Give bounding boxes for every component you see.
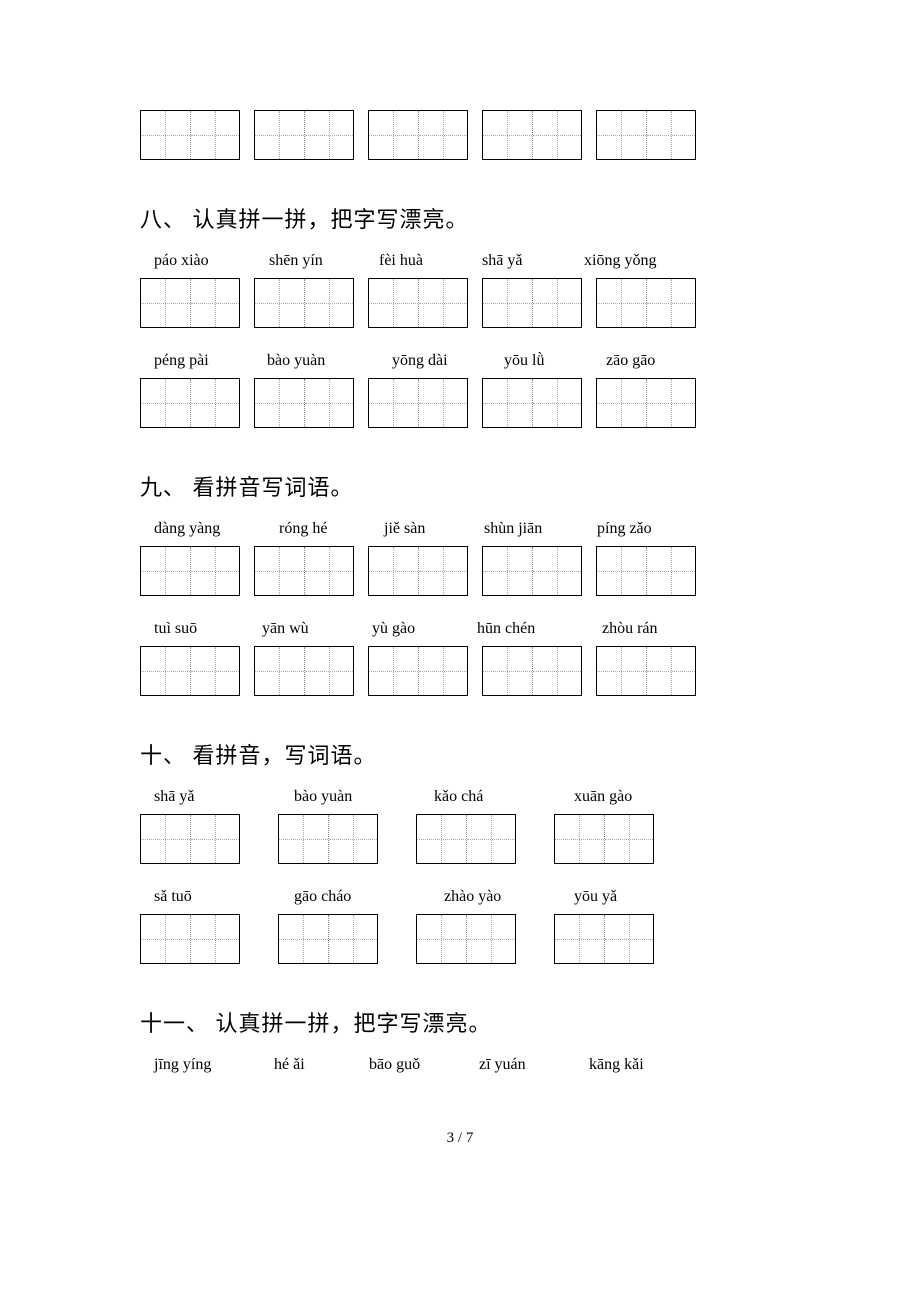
pinyin-label: zāo gāo xyxy=(606,352,655,370)
answer-box xyxy=(482,378,582,428)
answer-box xyxy=(254,646,354,696)
answer-box xyxy=(596,110,696,160)
pinyin-label: yān wù xyxy=(262,620,372,638)
page-number: 3 / 7 xyxy=(140,1130,780,1147)
answer-box xyxy=(554,814,654,864)
answer-box xyxy=(254,110,354,160)
pinyin-row: sǎ tuō gāo cháo zhào yào yōu yǎ xyxy=(140,888,780,906)
pinyin-label: dàng yàng xyxy=(154,520,279,538)
answer-box xyxy=(368,110,468,160)
answer-box-row xyxy=(140,110,780,160)
answer-box-row xyxy=(140,914,780,964)
section-heading-8: 八、 认真拼一拼，把字写漂亮。 xyxy=(140,202,780,234)
answer-box xyxy=(368,546,468,596)
answer-box-row xyxy=(140,378,780,428)
pinyin-label: zhào yào xyxy=(444,888,574,906)
pinyin-label: yōng dài xyxy=(392,352,504,370)
answer-box xyxy=(596,378,696,428)
pinyin-label: bāo guǒ xyxy=(369,1056,479,1074)
pinyin-label: jīng yíng xyxy=(154,1056,274,1074)
answer-box xyxy=(482,546,582,596)
pinyin-label: zī yuán xyxy=(479,1056,589,1074)
worksheet-page: 八、 认真拼一拼，把字写漂亮。 páo xiào shēn yín fèi hu… xyxy=(0,0,920,1207)
pinyin-label: zhòu rán xyxy=(602,620,658,638)
pinyin-label: tuì suō xyxy=(154,620,262,638)
pinyin-label: sǎ tuō xyxy=(154,888,294,906)
pinyin-label: hé ǎi xyxy=(274,1056,369,1074)
answer-box xyxy=(140,546,240,596)
answer-box xyxy=(554,914,654,964)
answer-box xyxy=(140,914,240,964)
answer-box xyxy=(482,646,582,696)
answer-box xyxy=(482,110,582,160)
answer-box-row xyxy=(140,646,780,696)
pinyin-label: jiě sàn xyxy=(384,520,484,538)
answer-box xyxy=(596,546,696,596)
answer-box-row xyxy=(140,278,780,328)
pinyin-label: kāng kǎi xyxy=(589,1056,644,1074)
section-heading-10: 十、 看拼音，写词语。 xyxy=(140,738,780,770)
answer-box xyxy=(140,278,240,328)
pinyin-label: xuān gào xyxy=(574,788,632,806)
pinyin-row: péng pài bào yuàn yōng dài yōu lǜ zāo gā… xyxy=(140,352,780,370)
pinyin-row: páo xiào shēn yín fèi huà shā yǎ xiōng y… xyxy=(140,252,780,270)
pinyin-label: yōu lǜ xyxy=(504,352,606,370)
answer-box xyxy=(368,646,468,696)
pinyin-row: dàng yàng róng hé jiě sàn shùn jiān píng… xyxy=(140,520,780,538)
pinyin-label: shā yǎ xyxy=(482,252,584,270)
pinyin-label: kǎo chá xyxy=(434,788,574,806)
answer-box xyxy=(278,814,378,864)
answer-box xyxy=(254,278,354,328)
pinyin-label: róng hé xyxy=(279,520,384,538)
pinyin-label: shùn jiān xyxy=(484,520,597,538)
answer-box-row xyxy=(140,546,780,596)
answer-box xyxy=(254,378,354,428)
pinyin-label: páo xiào xyxy=(154,252,269,270)
answer-box xyxy=(140,646,240,696)
pinyin-row: tuì suō yān wù yù gào hūn chén zhòu rán xyxy=(140,620,780,638)
section-heading-9: 九、 看拼音写词语。 xyxy=(140,470,780,502)
pinyin-label: xiōng yǒng xyxy=(584,252,656,270)
pinyin-label: gāo cháo xyxy=(294,888,444,906)
pinyin-label: yù gào xyxy=(372,620,477,638)
answer-box xyxy=(140,110,240,160)
answer-box xyxy=(254,546,354,596)
answer-box xyxy=(140,814,240,864)
answer-box xyxy=(278,914,378,964)
pinyin-label: bào yuàn xyxy=(294,788,434,806)
pinyin-label: fèi huà xyxy=(379,252,482,270)
answer-box xyxy=(416,814,516,864)
answer-box xyxy=(368,278,468,328)
pinyin-label: péng pài xyxy=(154,352,267,370)
pinyin-label: shēn yín xyxy=(269,252,379,270)
pinyin-row: shā yǎ bào yuàn kǎo chá xuān gào xyxy=(140,788,780,806)
pinyin-label: yōu yǎ xyxy=(574,888,617,906)
answer-box xyxy=(596,646,696,696)
answer-box xyxy=(368,378,468,428)
pinyin-label: bào yuàn xyxy=(267,352,392,370)
section-heading-11: 十一、 认真拼一拼，把字写漂亮。 xyxy=(140,1006,780,1038)
pinyin-label: shā yǎ xyxy=(154,788,294,806)
answer-box xyxy=(596,278,696,328)
answer-box-row xyxy=(140,814,780,864)
answer-box xyxy=(482,278,582,328)
answer-box xyxy=(140,378,240,428)
answer-box xyxy=(416,914,516,964)
pinyin-label: hūn chén xyxy=(477,620,602,638)
pinyin-label: píng zǎo xyxy=(597,520,652,538)
pinyin-row: jīng yíng hé ǎi bāo guǒ zī yuán kāng kǎi xyxy=(140,1056,780,1074)
